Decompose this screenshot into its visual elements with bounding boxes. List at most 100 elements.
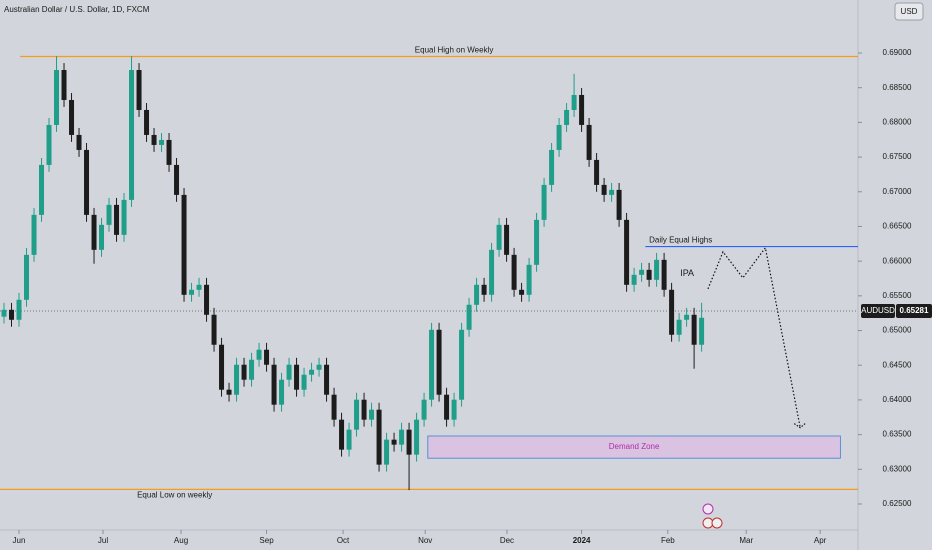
candle-body [144, 109, 150, 135]
candle-body [406, 429, 412, 455]
x-tick-label: Apr [814, 536, 827, 545]
y-tick-label: 0.66000 [883, 256, 912, 265]
candle-body [271, 364, 277, 405]
candle-body [309, 369, 315, 375]
candle-body [46, 124, 52, 165]
candle-body [556, 124, 562, 150]
candle-body [324, 364, 330, 395]
candle-body [399, 429, 405, 445]
candle-body [196, 284, 202, 290]
candle-body [654, 259, 660, 280]
candle-body [279, 379, 285, 405]
x-tick-label: Oct [337, 536, 350, 545]
y-tick-label: 0.66500 [883, 222, 912, 231]
candle-body [391, 439, 397, 445]
candle-body [286, 364, 292, 380]
candle-body [234, 364, 240, 395]
candle-body [106, 204, 112, 225]
candle-body [264, 349, 270, 365]
candle-body [129, 70, 135, 200]
x-tick-label: Feb [661, 536, 675, 545]
candle-body [226, 389, 232, 395]
candle-body [661, 259, 667, 290]
x-tick-label: Dec [500, 536, 514, 545]
candle-body [601, 184, 607, 195]
candle-body [316, 364, 322, 370]
y-tick-label: 0.65500 [883, 291, 912, 300]
y-tick-label: 0.63500 [883, 430, 912, 439]
candle-body [436, 329, 442, 395]
currency-label[interactable]: USD [901, 7, 918, 16]
candle-body [466, 304, 472, 330]
candle-body [331, 394, 337, 420]
candle-body [639, 269, 645, 275]
candle-body [616, 189, 622, 220]
symbol-label: AUDUSD [861, 306, 895, 315]
candle-body [481, 284, 487, 295]
candle-body [54, 70, 60, 125]
x-tick-label: 2024 [573, 536, 591, 545]
candle-body [646, 269, 652, 280]
candle-body [579, 94, 585, 125]
candle-body [204, 284, 210, 315]
candle-body [174, 164, 180, 195]
zone-label: Demand Zone [609, 442, 660, 451]
projection-arrowhead [793, 422, 807, 429]
y-tick-label: 0.65000 [883, 326, 912, 335]
candle-body [496, 224, 502, 250]
y-tick-label: 0.64000 [883, 395, 912, 404]
candle-body [241, 364, 247, 380]
event-icon[interactable] [711, 517, 723, 529]
y-tick-label: 0.67500 [883, 152, 912, 161]
candle-body [61, 70, 67, 100]
candle-body [414, 419, 420, 455]
y-tick-label: 0.62500 [883, 499, 912, 508]
candle-body [624, 219, 630, 285]
currency-button[interactable] [894, 2, 924, 21]
candle-body [421, 399, 427, 420]
event-icon[interactable] [702, 503, 714, 515]
candle-body [256, 349, 262, 360]
level-label: Daily Equal Highs [649, 236, 712, 245]
candle-body [489, 249, 495, 295]
candle-body [159, 139, 165, 145]
candle-body [151, 134, 157, 145]
candle-body [361, 399, 367, 420]
candle-body [99, 224, 105, 250]
candle-body [609, 189, 615, 195]
candle-body [166, 139, 172, 165]
candle-body [376, 409, 382, 465]
candle-body [1, 309, 7, 317]
y-tick-label: 0.63000 [883, 464, 912, 473]
candle-body [669, 289, 675, 335]
candle-body [114, 204, 120, 235]
candle-body [91, 214, 97, 250]
candle-body [511, 254, 517, 290]
candle-body [121, 199, 127, 235]
last-price-tag [896, 304, 932, 319]
candle-body [249, 359, 255, 380]
candle-body [631, 274, 637, 285]
candle-body [459, 329, 465, 400]
candle-body [181, 194, 187, 295]
candle-body [451, 399, 457, 420]
candle-body [586, 124, 592, 160]
candle-body [594, 159, 600, 185]
candle-body [534, 219, 540, 265]
candle-body [541, 184, 547, 220]
candle-body [136, 70, 142, 110]
candle-body [301, 374, 307, 390]
candle-body [474, 284, 480, 305]
candle-body [444, 394, 450, 420]
candle-body [504, 224, 510, 255]
annotation: IPA [680, 268, 694, 278]
candle-body [84, 149, 90, 215]
symbol-tag [861, 304, 895, 319]
candle-body [339, 419, 345, 450]
candle-body [684, 314, 690, 320]
candle-body [24, 254, 30, 300]
candle-body [39, 164, 45, 215]
candle-body [219, 344, 225, 390]
candle-body [346, 429, 352, 450]
candle-body [676, 319, 682, 335]
